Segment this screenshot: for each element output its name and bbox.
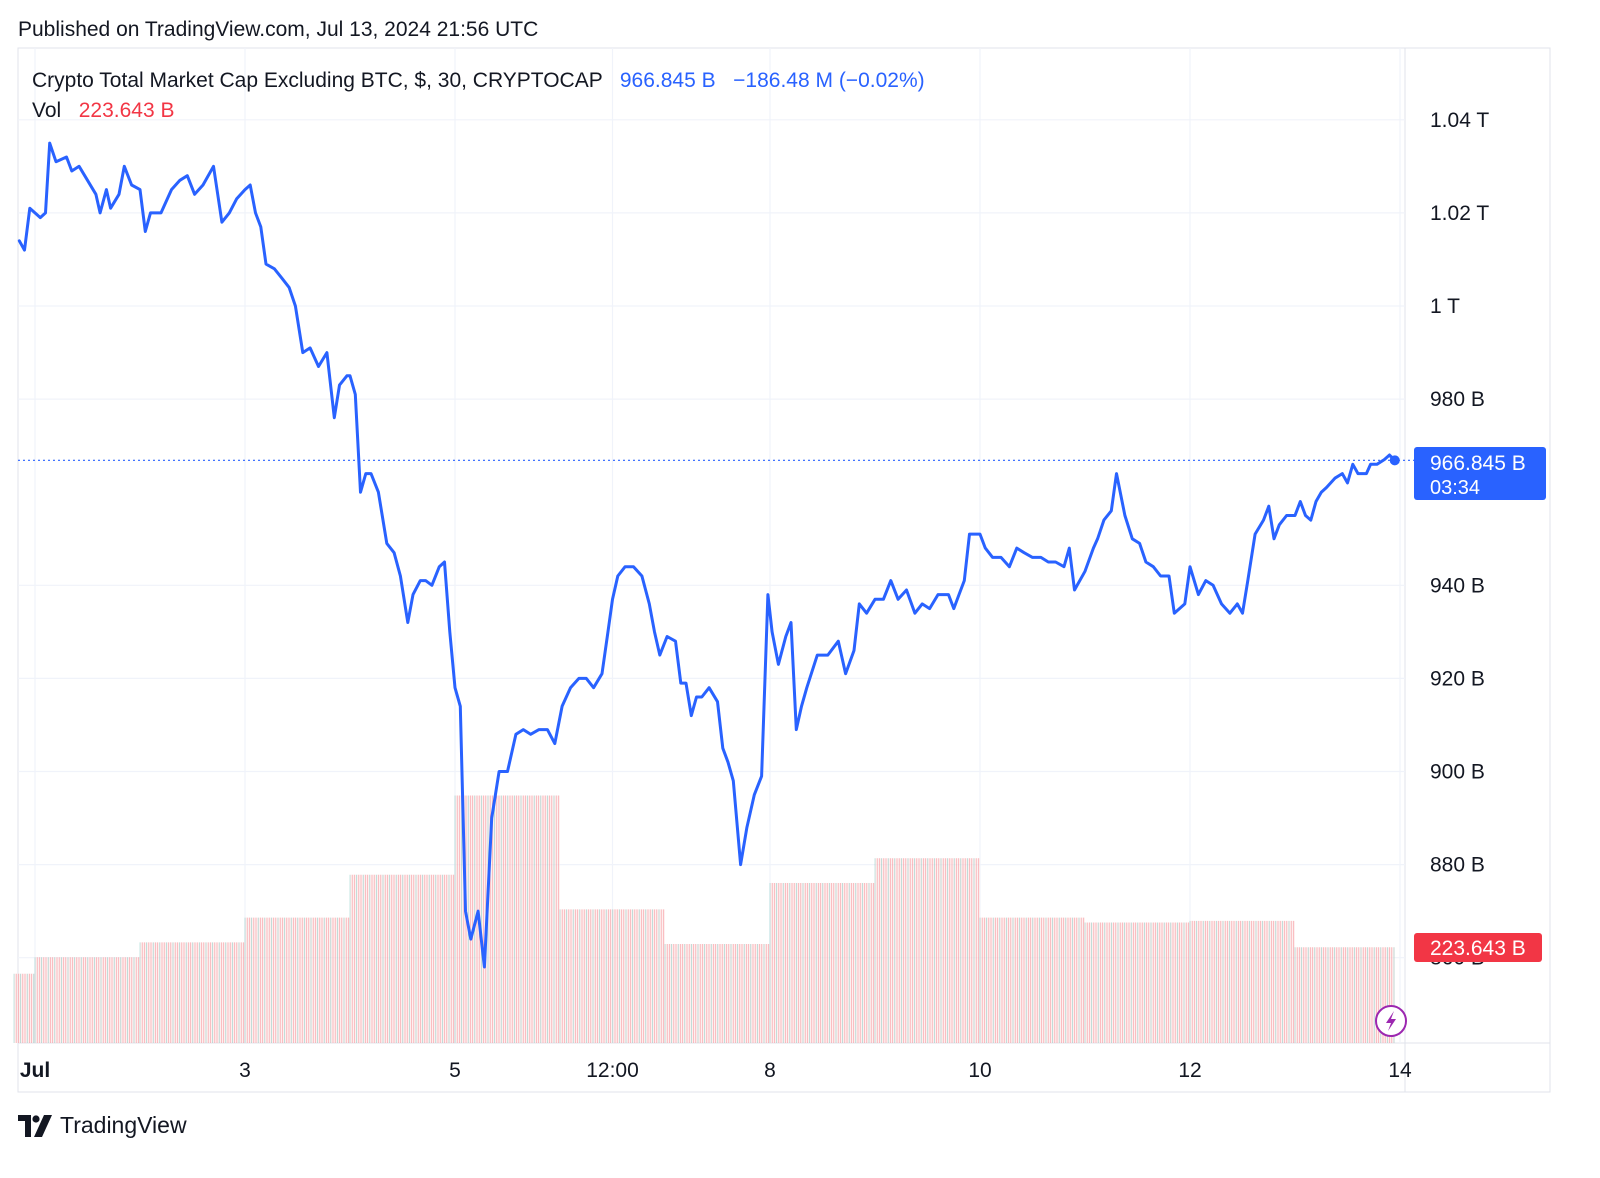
countdown-value: 03:34 <box>1430 477 1480 499</box>
chart-frame <box>17 47 1551 1093</box>
y-axis: 1.04 T 1.02 T 1 T 980 B 940 B 920 B 900 B 880 B… <box>1430 109 1489 970</box>
x-tick-label: 14 <box>1388 1059 1412 1082</box>
volume-bar <box>1189 920 1295 1043</box>
x-tick-label: 12:00 <box>586 1059 639 1082</box>
volume-bar <box>13 973 35 1043</box>
volume-bar <box>1294 947 1395 1043</box>
footer: TradingView <box>18 1112 187 1139</box>
volume-bar <box>34 957 140 1043</box>
volume-bar <box>979 917 1085 1043</box>
y-tick-label: 1.02 T <box>1430 202 1489 225</box>
legend-vol-value: 223.643 B <box>78 99 175 122</box>
volume-bar <box>1084 922 1190 1043</box>
legend-volume-row[interactable]: Vol 223.643 B <box>32 96 925 126</box>
price-series-line <box>17 141 1397 969</box>
volume-bars <box>13 795 1395 1043</box>
volume-bar <box>664 944 770 1043</box>
volume-bar <box>874 858 980 1043</box>
x-tick-label: Jul <box>20 1059 50 1082</box>
volume-bar <box>454 795 560 1043</box>
y-tick-label: 940 B <box>1430 574 1485 597</box>
legend-symbol-row[interactable]: Crypto Total Market Cap Excluding BTC, $… <box>32 66 925 96</box>
volume-bar <box>139 942 245 1043</box>
volume-bar <box>769 882 875 1043</box>
legend-vol-label: Vol <box>32 99 62 122</box>
volume-badge: 223.643 B <box>1414 933 1542 962</box>
y-tick-label: 1.04 T <box>1430 109 1489 132</box>
lightning-icon[interactable] <box>1375 1005 1407 1037</box>
legend-change: −186.48 M (−0.02%) <box>733 69 925 92</box>
y-tick-label: 900 B <box>1430 761 1485 784</box>
tradingview-logo-icon[interactable] <box>18 1114 52 1137</box>
price-badge: 966.845 B 03:34 <box>1414 447 1546 500</box>
volume-bar <box>559 909 665 1043</box>
y-tick-label: 980 B <box>1430 388 1485 411</box>
x-tick-label: 8 <box>764 1059 776 1082</box>
tradingview-brand: TradingView <box>60 1112 187 1138</box>
x-tick-label: 3 <box>239 1059 251 1082</box>
chart-legend: Crypto Total Market Cap Excluding BTC, $… <box>32 66 925 126</box>
volume-badge-value: 223.643 B <box>1430 937 1526 960</box>
volume-bar <box>349 874 455 1043</box>
x-tick-label: 5 <box>449 1059 461 1082</box>
published-header: Published on TradingView.com, Jul 13, 20… <box>18 18 539 41</box>
y-tick-label: 1 T <box>1430 295 1460 318</box>
x-tick-label: 12 <box>1178 1059 1201 1082</box>
volume-bar <box>244 917 350 1043</box>
last-price-dot <box>1389 455 1400 466</box>
price-badge-value: 966.845 B <box>1430 452 1526 475</box>
legend-last-value: 966.845 B <box>619 69 716 92</box>
y-tick-label: 880 B <box>1430 854 1485 877</box>
y-tick-label: 920 B <box>1430 667 1485 690</box>
legend-symbol: Crypto Total Market Cap Excluding BTC, $… <box>32 69 603 92</box>
x-tick-label: 10 <box>968 1059 991 1082</box>
x-axis: Jul 3 5 12:00 8 10 12 14 <box>20 1059 1412 1082</box>
